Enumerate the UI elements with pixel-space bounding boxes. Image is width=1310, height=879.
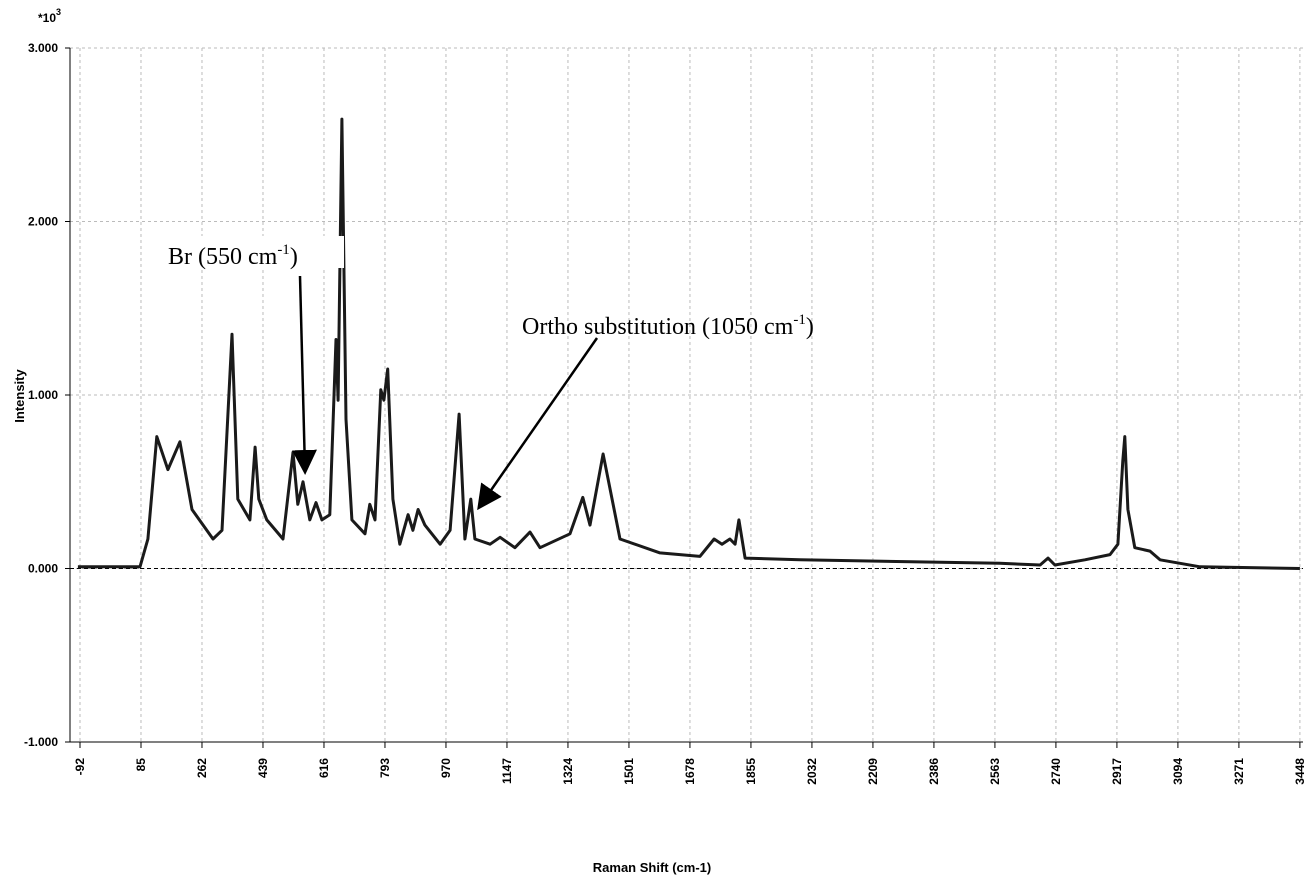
y-tick-label: 3.000	[28, 41, 58, 55]
x-tick-label: 970	[439, 758, 453, 778]
x-tick-label: 2386	[927, 758, 941, 785]
y-tick-label: 2.000	[28, 215, 58, 229]
annotation-sup: -1	[277, 242, 290, 258]
annotation-end: )	[290, 244, 298, 270]
x-tick-label: 1147	[500, 758, 514, 784]
annotation: Ortho substitution (1050 cm-1)	[522, 312, 814, 340]
x-tick-label: 2917	[1110, 758, 1124, 785]
y-scale: *103	[38, 7, 61, 25]
annotation-bg	[166, 236, 344, 268]
plot-area: 3.000 2.000 1.000 0.000 -1.000 -92 85 262 439 616…	[24, 41, 1307, 785]
x-tick-label: 616	[317, 758, 331, 778]
x-tick-label: 2563	[988, 758, 1002, 785]
annotation-arrow	[477, 337, 599, 511]
x-tick-label: 3094	[1171, 758, 1185, 785]
x-tick-label: 1855	[744, 758, 758, 785]
x-tick-label: 1324	[561, 758, 575, 785]
x-tick-label: 85	[134, 758, 148, 772]
x-tick-label: 2032	[805, 758, 819, 785]
y-tick-label: -1.000	[24, 735, 58, 749]
y-tick-label: 1.000	[28, 388, 58, 402]
x-tick-label: 2209	[866, 758, 880, 785]
x-tick-label: 262	[195, 758, 209, 778]
y-axis-title: Intensity	[12, 369, 27, 423]
y-scale-base: *10	[38, 11, 56, 25]
x-tick-label: -92	[73, 758, 87, 776]
annotation-text: Br (550 cm	[168, 244, 278, 270]
x-tick-label: 3448	[1293, 758, 1307, 785]
annotation: Br (550 cm-1)	[168, 242, 298, 270]
x-tick-label: 2740	[1049, 758, 1063, 785]
x-tick-label: 439	[256, 758, 270, 778]
y-tick-label: 0.000	[28, 562, 58, 576]
annotation-arrow	[291, 275, 317, 475]
x-tick-label: 3271	[1232, 758, 1246, 785]
x-axis-title: Raman Shift (cm-1)	[593, 860, 711, 875]
annotation-sup: -1	[793, 312, 806, 328]
x-tick-label: 1501	[622, 758, 636, 785]
spectrum-line	[77, 117, 1300, 570]
annotation-text: Ortho substitution (1050 cm	[522, 314, 794, 340]
x-tick-label: 793	[378, 758, 392, 778]
x-tick-label: 1678	[683, 758, 697, 785]
y-scale-exponent: 3	[56, 7, 61, 17]
annotation-end: )	[806, 314, 814, 340]
